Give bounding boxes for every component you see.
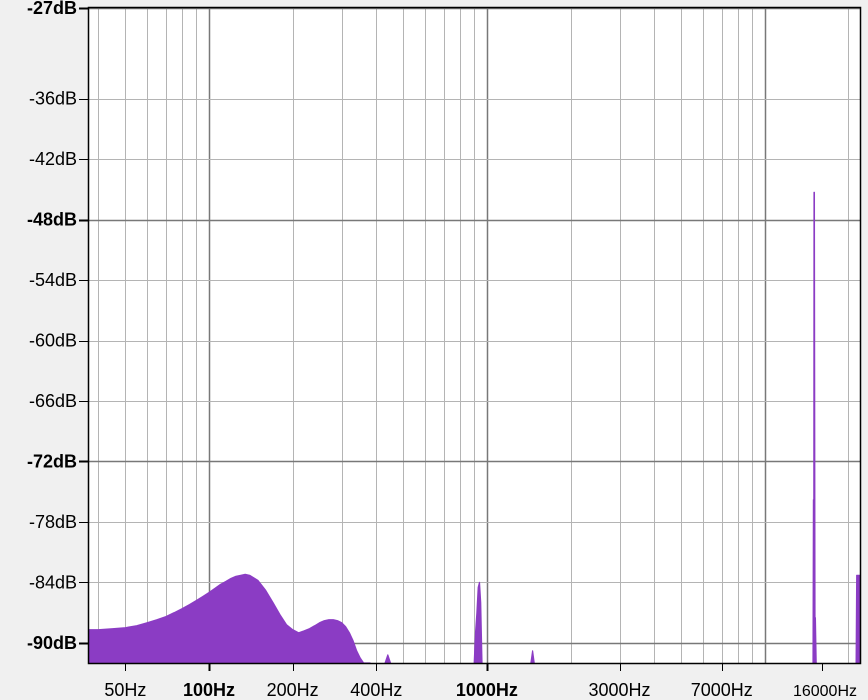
spectrum-series-6 bbox=[855, 574, 861, 664]
y-tick-label: -36dB bbox=[29, 89, 77, 109]
x-tick-label: 7000Hz bbox=[691, 680, 753, 700]
x-tick-label: 3000Hz bbox=[588, 680, 650, 700]
y-tick-label: -78dB bbox=[29, 512, 77, 532]
x-tick-label: 50Hz bbox=[104, 680, 146, 700]
y-tick-label: -27dB bbox=[27, 0, 77, 18]
y-tick-label: -72dB bbox=[27, 451, 77, 471]
spectrum-series-3 bbox=[473, 581, 483, 664]
x-tick-label: 1000Hz bbox=[456, 680, 518, 700]
y-axis: -27dB -36dB -42dB -48dB -54dB -60dB -66dB -72dB… bbox=[27, 0, 89, 653]
y-tick-label: -54dB bbox=[29, 270, 77, 290]
spectrum-series-group bbox=[88, 191, 861, 664]
y-tick-label: -66dB bbox=[29, 391, 77, 411]
x-tick-label: 200Hz bbox=[267, 680, 319, 700]
x-axis: 50Hz 100Hz 200Hz 400Hz 1000Hz 3000Hz 7000Hz 160… bbox=[104, 663, 857, 700]
x-tick-label: 100Hz bbox=[183, 680, 235, 700]
y-tick-label: -84dB bbox=[29, 572, 77, 592]
y-tick-label: -60dB bbox=[29, 331, 77, 351]
plot-frame bbox=[87, 6, 862, 665]
grid-lines bbox=[89, 7, 860, 663]
y-tick-label: -42dB bbox=[29, 149, 77, 169]
x-tick-label: 400Hz bbox=[350, 680, 402, 700]
y-tick-label: -48dB bbox=[27, 210, 77, 230]
spectrum-series-1 bbox=[88, 573, 371, 664]
x-tick-label: 16000Hz bbox=[793, 683, 857, 700]
y-tick-label: -90dB bbox=[27, 633, 77, 653]
